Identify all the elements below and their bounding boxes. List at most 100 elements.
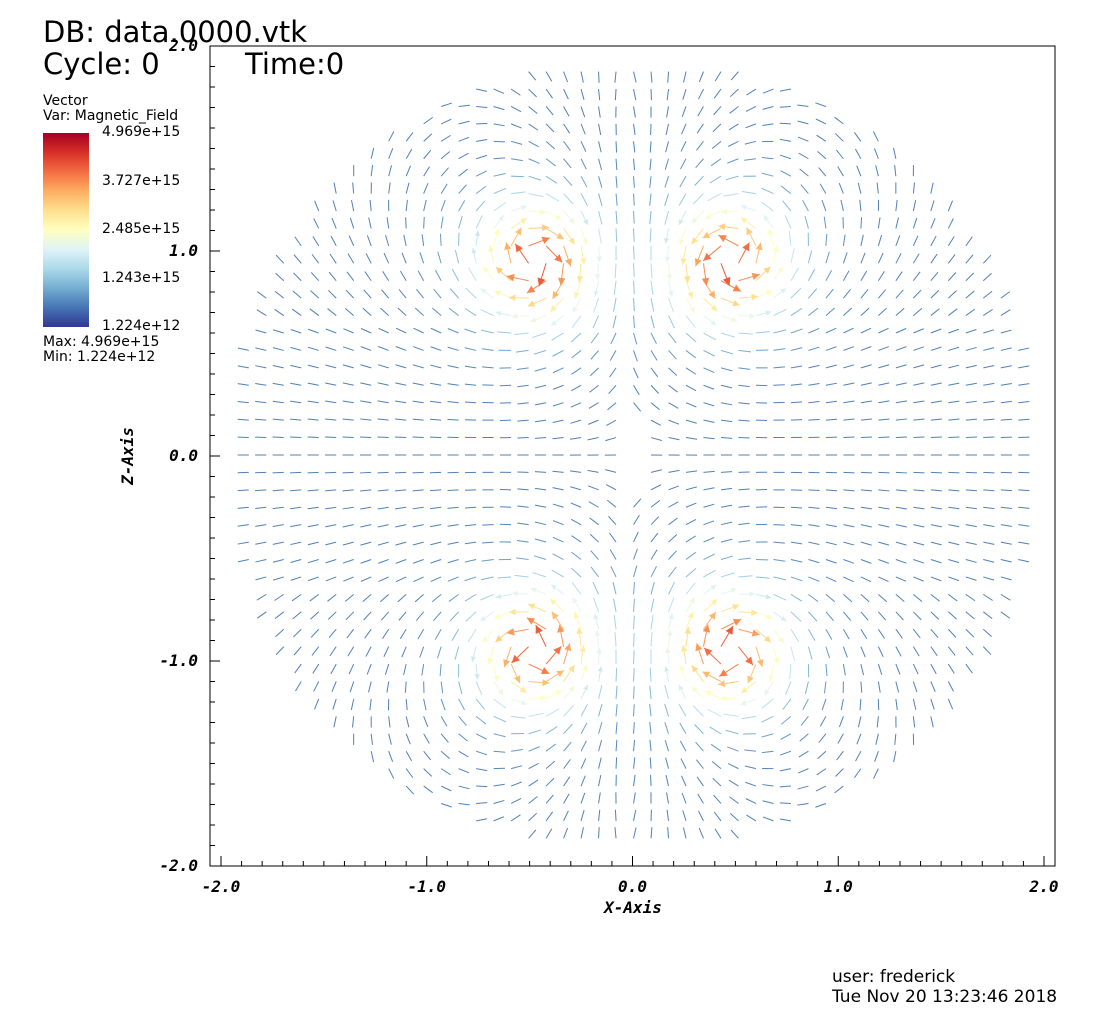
vector-arrow <box>614 71 617 83</box>
vector-arrow <box>345 289 355 299</box>
vector-arrow <box>475 715 487 725</box>
vector-arrow <box>633 298 635 312</box>
vector-arrow <box>1000 329 1012 334</box>
vector-arrow <box>412 400 424 404</box>
vector-arrow <box>545 71 553 82</box>
vector-arrow <box>818 733 827 743</box>
vector-arrow <box>650 437 662 442</box>
vector-arrow <box>685 332 697 343</box>
vector-arrow <box>912 217 918 229</box>
vector-arrowhead <box>471 656 477 662</box>
vector-arrow <box>834 785 844 794</box>
y-axis-tick-label: 2.0 <box>168 36 198 55</box>
vector-arrow <box>517 419 529 422</box>
vector-arrow <box>913 400 925 404</box>
vector-arrow <box>570 419 582 424</box>
vector-arrow <box>948 346 960 351</box>
vector-arrow <box>808 364 820 369</box>
vector-arrow <box>912 182 916 194</box>
vector-arrow <box>860 524 872 528</box>
vector-arrow <box>377 382 389 386</box>
vector-arrow <box>545 811 554 822</box>
vector-arrow <box>405 716 410 728</box>
vector-arrow <box>720 367 733 372</box>
vector-arrow <box>664 685 669 700</box>
vector-arrow <box>815 785 827 792</box>
vector-arrowhead <box>755 242 763 251</box>
vector-arrow <box>843 364 855 369</box>
vector-arrow <box>650 263 653 279</box>
vector-arrow <box>773 541 785 544</box>
vector-arrow <box>615 757 618 769</box>
vector-arrow <box>873 768 879 779</box>
vector-arrow <box>369 698 372 711</box>
vector-arrow <box>552 553 564 560</box>
vector-arrow <box>842 663 846 676</box>
vector-arrow <box>947 628 957 638</box>
vector-arrow <box>370 733 373 745</box>
vector-arrow <box>493 733 506 738</box>
vector-arrow <box>1000 291 1011 299</box>
vector-arrow <box>678 193 687 206</box>
vector-arrow <box>762 800 774 804</box>
vector-arrow <box>649 667 652 682</box>
vector-arrow <box>633 774 636 787</box>
vector-arrow <box>430 559 442 564</box>
vector-arrow <box>703 553 715 560</box>
vector-arrow <box>368 217 372 229</box>
vector-arrow <box>307 400 319 404</box>
vector-arrow <box>377 524 389 528</box>
vector-arrow <box>773 524 785 526</box>
vector-arrow <box>633 193 635 206</box>
vector-arrowhead <box>495 267 504 275</box>
y-axis-title: Z-Axis <box>118 427 137 486</box>
vector-arrow <box>615 685 618 699</box>
vector-arrow <box>878 307 887 316</box>
vector-arrow <box>668 297 675 313</box>
vector-arrowhead <box>678 684 684 691</box>
vector-arrow <box>1000 611 1011 619</box>
vector-arrowhead <box>719 669 728 677</box>
vector-arrow <box>842 270 850 281</box>
vector-arrow <box>563 175 573 187</box>
vector-arrow <box>825 269 833 281</box>
vector-arrow <box>790 576 803 582</box>
vector-arrow <box>447 506 459 509</box>
vector-arrow <box>255 329 267 334</box>
vector-arrow <box>312 663 320 674</box>
vector-arrowhead <box>494 613 501 620</box>
vector-arrow <box>913 524 925 528</box>
vector-arrow <box>703 503 715 508</box>
vector-arrow <box>808 541 820 545</box>
vector-arrow <box>930 382 942 386</box>
vector-arrow <box>440 118 452 125</box>
vector-arrow <box>983 559 995 563</box>
vector-arrow <box>447 401 459 404</box>
vector-arrow <box>464 383 477 386</box>
vector-arrow <box>545 123 555 133</box>
vector-arrow <box>948 364 960 369</box>
vector-arrow <box>843 418 855 421</box>
vector-arrow <box>815 102 827 107</box>
vector-arrow <box>779 88 792 92</box>
vector-arrow <box>569 437 582 440</box>
vector-arrowhead <box>708 611 716 620</box>
vector-arrow <box>272 506 284 510</box>
vector-arrowhead <box>555 214 562 220</box>
vector-arrowhead <box>503 659 510 668</box>
vector-arrowhead <box>751 609 758 616</box>
vector-arrow <box>313 218 320 229</box>
vector-arrow <box>633 650 635 665</box>
vector-arrow <box>589 367 599 377</box>
vector-arrow <box>419 646 425 658</box>
vector-arrow <box>912 716 916 728</box>
vector-arrowhead <box>680 644 688 652</box>
vector-arrowhead <box>553 646 562 655</box>
vector-arrowhead <box>691 217 698 224</box>
vector-arrow <box>649 158 652 171</box>
vector-arrow <box>588 501 599 508</box>
vector-arrow <box>332 200 337 212</box>
vector-arrow <box>360 541 372 546</box>
vector-arrow <box>552 503 564 508</box>
vector-arrow <box>703 419 715 423</box>
